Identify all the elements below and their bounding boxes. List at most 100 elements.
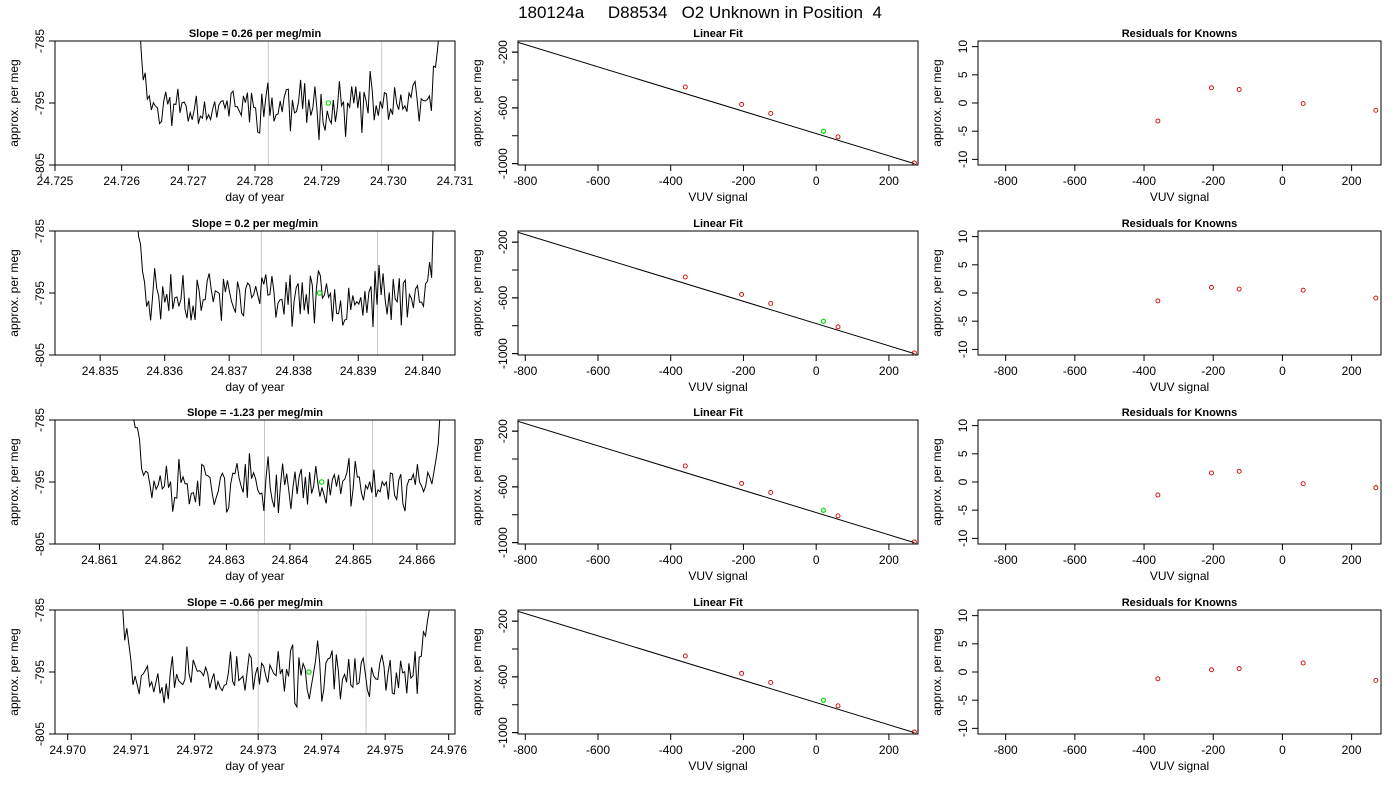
y-tick-label: -785: [33, 29, 47, 53]
x-tick-label: 24.727: [170, 174, 207, 188]
series-line: [140, 41, 439, 141]
y-tick-label: 10: [956, 230, 970, 244]
data-point: [1236, 87, 1242, 92]
series-line: [137, 231, 434, 328]
x-tick-label: 24.975: [367, 743, 404, 757]
time-series-row-1: Slope = 0.26 per meg/min day of year appro…: [7, 28, 474, 204]
panel-title: Residuals for Knowns: [1122, 218, 1238, 230]
x-tick-label: 200: [879, 553, 899, 567]
y-tick-label: -600: [496, 96, 510, 120]
y-tick-label: -795: [33, 91, 47, 115]
y-tick-label: 10: [956, 609, 970, 623]
y-tick-label: 10: [956, 40, 970, 54]
y-tick-label: -795: [33, 281, 47, 305]
fit-line: [518, 420, 915, 544]
x-tick-label: 24.976: [430, 743, 467, 757]
x-axis-label: VUV signal: [688, 380, 747, 394]
panel-title: Slope = -0.66 per meg/min: [187, 597, 323, 609]
x-tick-label: -200: [1201, 553, 1225, 567]
y-axis-label: approx. per meg: [930, 249, 944, 336]
x-tick-label: -200: [731, 743, 755, 757]
x-tick-label: 24.863: [208, 553, 245, 567]
x-tick-label: -400: [1132, 364, 1156, 378]
data-point: [1236, 666, 1242, 672]
data-point: [1373, 485, 1379, 491]
y-tick-label: 0: [956, 289, 970, 296]
x-tick-label: 200: [879, 364, 899, 378]
plot-frame: [54, 40, 456, 166]
y-tick-label: -600: [496, 665, 510, 689]
x-axis-label: VUV signal: [688, 190, 747, 204]
x-tick-label: -400: [659, 743, 683, 757]
data-point: [739, 670, 745, 676]
data-point: [739, 101, 745, 107]
y-tick-label: -805: [33, 532, 47, 556]
plot-area: [137, 231, 434, 355]
x-tick-label: 24.728: [237, 174, 274, 188]
panel-title: Linear Fit: [693, 28, 743, 40]
plot-area: [122, 610, 430, 734]
x-tick-label: 24.838: [275, 364, 312, 378]
y-tick-label: -805: [33, 722, 47, 746]
data-point: [1373, 107, 1379, 113]
x-tick-label: 24.729: [303, 174, 340, 188]
y-tick-label: -200: [496, 40, 510, 64]
series-line: [133, 420, 441, 514]
x-axis-label: VUV signal: [688, 759, 747, 773]
y-tick-label: -805: [33, 153, 47, 177]
y-tick-label: -785: [33, 408, 47, 432]
x-tick-label: 24.864: [272, 553, 309, 567]
data-point: [1155, 118, 1161, 124]
x-tick-label: 24.866: [399, 553, 436, 567]
data-point: [682, 274, 688, 280]
x-tick-label: -600: [586, 174, 610, 188]
y-tick-label: 0: [956, 668, 970, 675]
y-tick-label: -785: [33, 598, 47, 622]
y-tick-label: 10: [956, 419, 970, 433]
x-tick-label: 24.835: [82, 364, 119, 378]
plot-frame: [977, 419, 1382, 545]
data-point: [682, 653, 688, 659]
x-tick-label: 24.970: [49, 743, 86, 757]
x-tick-label: 0: [813, 553, 820, 567]
x-tick-label: -600: [1063, 174, 1087, 188]
y-tick-label: 5: [956, 71, 970, 78]
y-axis-label: approx. per meg: [930, 59, 944, 146]
data-point: [835, 703, 841, 709]
x-tick-label: 24.865: [335, 553, 372, 567]
data-point: [768, 679, 774, 685]
y-tick-label: -10: [956, 340, 970, 358]
data-point: [682, 463, 688, 469]
plot-frame: [54, 230, 456, 356]
y-axis-label: approx. per meg: [470, 628, 484, 715]
plot-frame: [517, 230, 919, 356]
x-tick-label: -600: [586, 743, 610, 757]
plot-area: [518, 610, 917, 734]
y-tick-label: 5: [956, 640, 970, 647]
fit-line: [518, 610, 915, 734]
unknown-point: [820, 318, 827, 324]
x-tick-label: 200: [1342, 553, 1362, 567]
plot-area: [518, 231, 917, 355]
x-tick-label: 24.974: [303, 743, 340, 757]
x-tick-label: 24.836: [146, 364, 183, 378]
x-tick-label: -600: [1063, 553, 1087, 567]
x-tick-label: 24.730: [370, 174, 407, 188]
x-tick-label: -600: [1063, 743, 1087, 757]
data-point: [768, 489, 774, 495]
data-point: [1155, 492, 1161, 498]
y-axis-label: approx. per meg: [470, 438, 484, 525]
x-tick-label: 200: [1342, 743, 1362, 757]
plot-frame: [517, 609, 919, 735]
x-tick-label: 0: [813, 743, 820, 757]
panel-title: Residuals for Knowns: [1122, 407, 1238, 419]
unknown-point: [306, 669, 312, 675]
x-tick-label: -400: [1132, 174, 1156, 188]
panel-title: Linear Fit: [693, 218, 743, 230]
x-tick-label: 0: [813, 364, 820, 378]
x-tick-label: 24.971: [113, 743, 150, 757]
y-tick-label: -5: [956, 316, 970, 327]
y-axis-label: approx. per meg: [470, 249, 484, 336]
data-point: [1209, 85, 1214, 91]
